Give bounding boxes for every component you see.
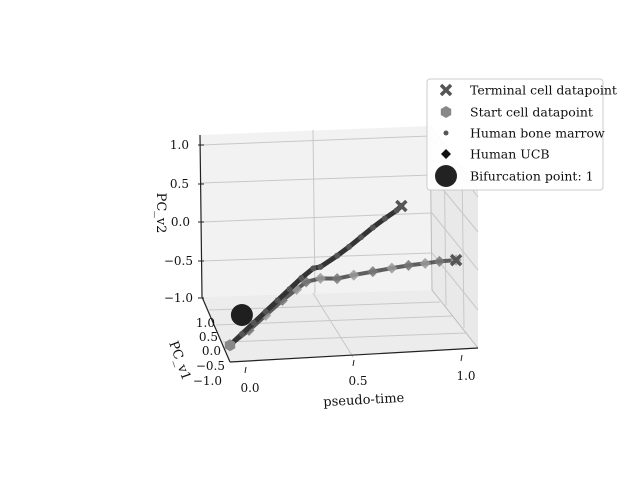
floor-pane [202, 290, 478, 362]
ucb-point [331, 273, 343, 285]
bone-marrow-point [298, 275, 305, 281]
ucb-point [433, 255, 445, 267]
x-tick-mark [460, 354, 463, 362]
y-tick-label: 0.5 [199, 330, 218, 344]
bone-marrow-trajectory [228, 204, 404, 348]
legend-marker [439, 83, 453, 97]
bone-marrow-point [274, 297, 281, 304]
ucb-point [386, 262, 398, 274]
x-tick-label: 1.0 [456, 369, 475, 383]
legend-frame [426, 78, 604, 191]
legend-label: Bifurcation point: 1 [470, 169, 594, 184]
ucb-point [367, 266, 379, 278]
z-tick-label: 1.0 [170, 138, 189, 152]
legend-marker [440, 106, 452, 118]
legend-marker [441, 149, 451, 159]
back-pane [200, 126, 432, 297]
legend-label: Start cell datapoint [470, 105, 593, 120]
ucb-point [403, 259, 414, 271]
bone-marrow-point [346, 243, 352, 250]
bone-marrow-point [310, 265, 317, 272]
bone-marrow-point [381, 215, 388, 222]
legend-label: Human UCB [470, 147, 550, 162]
legend-label: Terminal cell datapoint [470, 83, 617, 98]
bone-marrow-point [262, 308, 269, 315]
bone-marrow-point [286, 286, 293, 293]
bone-marrow-point [369, 224, 376, 231]
z-tick-label: 0.0 [171, 215, 190, 229]
x-tick-mark [244, 366, 247, 374]
bone-marrow-point [317, 263, 324, 270]
y-tick-label: −0.5 [196, 359, 225, 373]
bone-marrow-point [334, 252, 341, 259]
x-tick-label: 0.0 [240, 381, 259, 395]
z-tick-label: 0.5 [170, 177, 189, 191]
ucb-point [348, 269, 360, 281]
bone-marrow-point [357, 234, 364, 241]
x-tick-label: 0.5 [348, 374, 367, 388]
axis-lines [199, 134, 479, 363]
legend-marker [435, 165, 457, 187]
legend-marker [443, 130, 449, 136]
y-tick-label: 0.0 [202, 344, 221, 358]
y-axis-label: PC_v1 [165, 339, 193, 382]
z-tick-label: −0.5 [164, 254, 193, 268]
bone-marrow-point [238, 331, 245, 337]
bifurcation-point [230, 304, 253, 326]
tick-layer: 0.0 0.5 1.0−1.0−0.50.00.51.0−1.0−0.50.00.5… [164, 138, 476, 395]
legend-label: Human bone marrow [470, 126, 605, 141]
x-tick-mark [352, 359, 355, 367]
terminal-cell-point [449, 253, 463, 267]
start-cell-point [224, 339, 236, 352]
bone-marrow-point [250, 319, 257, 326]
y-tick-label: −1.0 [193, 374, 222, 388]
x-axis-label: pseudo-time [323, 391, 405, 410]
legend: Terminal cell datapoint Start cell datapo… [426, 78, 617, 191]
data-layer [224, 199, 463, 352]
ucb-point [419, 257, 431, 269]
terminal-cell-point [395, 199, 408, 213]
z-tick-label: −1.0 [164, 291, 193, 305]
ucb-point [314, 272, 326, 284]
y-tick-label: 1.0 [196, 316, 215, 330]
z-axis-label: PC_v2 [153, 193, 168, 234]
